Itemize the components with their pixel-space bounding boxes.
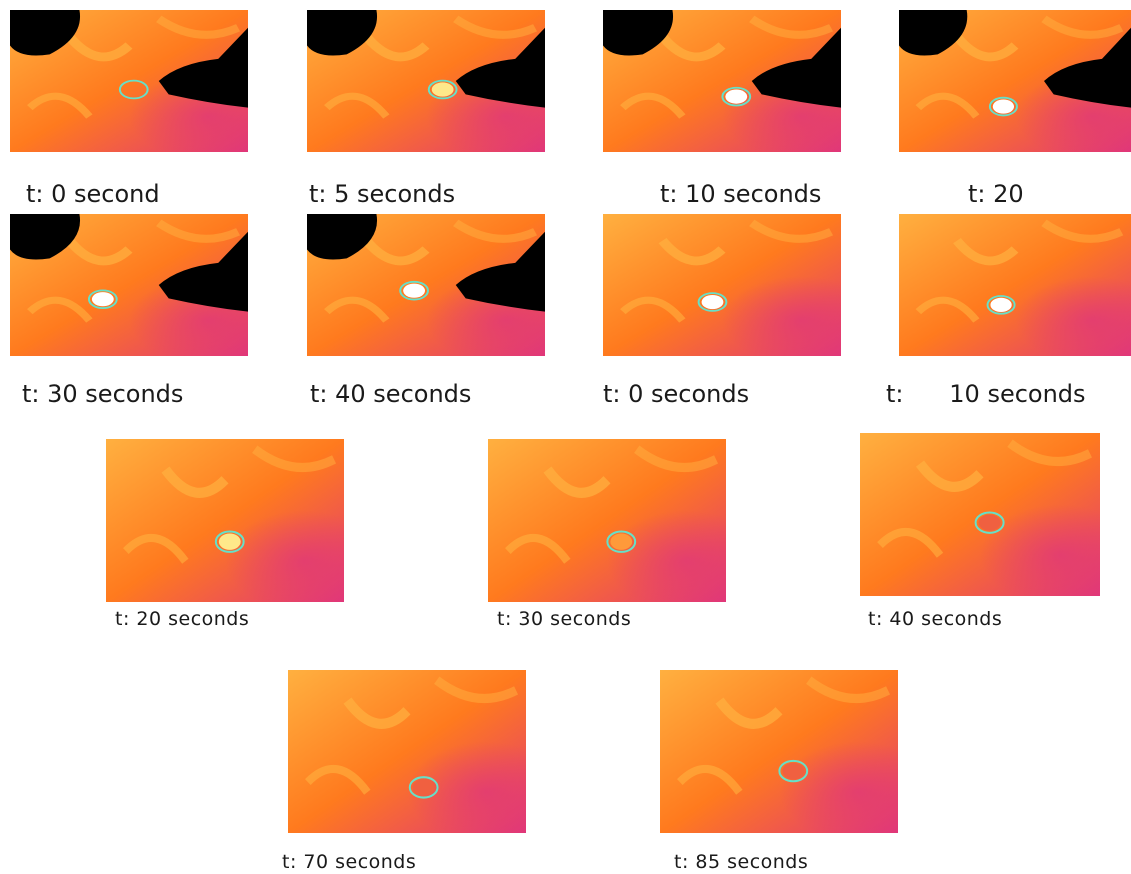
heat-spot (610, 533, 633, 550)
heat-spot (725, 89, 748, 104)
caption-2: t: 10 seconds (660, 180, 822, 208)
thermal-image-6 (603, 214, 841, 356)
heat-spot (403, 283, 426, 298)
measurement-ellipse (408, 776, 439, 799)
heat-spot (782, 762, 805, 780)
caption-5: t: 40 seconds (310, 380, 472, 408)
caption-10: t: 40 seconds (868, 608, 1003, 630)
thermal-image-1 (307, 10, 545, 152)
instrument-shadow-left (307, 214, 378, 260)
caption-8: t: 20 seconds (115, 608, 250, 630)
heat-spot (978, 514, 1001, 531)
instrument-shadow-left (10, 214, 81, 260)
thermal-image-svg (603, 214, 841, 356)
thermal-image-svg (307, 214, 545, 356)
probe-tool (158, 27, 248, 108)
thermal-image-svg (860, 433, 1100, 596)
thermal-image-3 (899, 10, 1131, 152)
instrument-shadow-left (307, 10, 378, 56)
heat-spot (412, 779, 435, 796)
caption-6: t: 0 seconds (603, 380, 750, 408)
measurement-ellipse (986, 295, 1016, 315)
caption-3: t: 20 (968, 180, 1024, 208)
measurement-ellipse (214, 530, 245, 553)
probe-tool (1044, 27, 1131, 108)
heat-spot (990, 297, 1012, 312)
thermal-image-11 (288, 670, 526, 833)
caption-1: t: 5 seconds (309, 180, 456, 208)
measurement-ellipse (721, 86, 752, 107)
caption-4: t: 30 seconds (22, 380, 184, 408)
measurement-ellipse (87, 289, 118, 309)
probe-tool (455, 231, 545, 312)
heat-spot (701, 294, 724, 310)
measurement-ellipse (697, 292, 728, 312)
thermal-image-svg (307, 10, 545, 152)
instrument-shadow-left (10, 10, 81, 56)
thermal-image-svg (899, 10, 1131, 152)
thermal-image-10 (860, 433, 1100, 596)
heat-spot (992, 99, 1015, 114)
thermal-image-svg (899, 214, 1131, 356)
thermal-image-12 (660, 670, 898, 833)
caption-12: t: 85 seconds (674, 851, 809, 873)
measurement-ellipse (427, 79, 458, 100)
caption-0: t: 0 second (26, 180, 160, 208)
probe-tool (751, 27, 841, 108)
thermal-image-svg (10, 10, 248, 152)
thermal-image-7 (899, 214, 1131, 356)
thermal-image-0 (10, 10, 248, 152)
thermal-image-8 (106, 439, 344, 602)
probe-tool (455, 27, 545, 108)
thermal-image-svg (288, 670, 526, 833)
measurement-ellipse (778, 759, 809, 783)
caption-7: t: 10 seconds (886, 380, 1086, 408)
instrument-shadow-left (603, 10, 674, 56)
caption-11: t: 70 seconds (282, 851, 417, 873)
thermal-image-svg (488, 439, 726, 602)
measurement-ellipse (399, 280, 429, 301)
measurement-ellipse (974, 511, 1005, 534)
thermal-image-svg (10, 214, 248, 356)
measurement-ellipse (118, 79, 149, 100)
instrument-shadow-left (899, 10, 968, 56)
thermal-image-9 (488, 439, 726, 602)
thermal-image-4 (10, 214, 248, 356)
heat-spot (431, 82, 454, 97)
heat-spot (218, 533, 241, 550)
thermal-image-svg (106, 439, 344, 602)
heat-spot (91, 292, 114, 307)
thermal-image-2 (603, 10, 841, 152)
thermal-image-5 (307, 214, 545, 356)
caption-9: t: 30 seconds (497, 608, 632, 630)
thermal-image-svg (603, 10, 841, 152)
thermal-image-svg (660, 670, 898, 833)
measurement-ellipse (606, 530, 637, 553)
measurement-ellipse (988, 96, 1018, 117)
probe-tool (158, 231, 248, 312)
